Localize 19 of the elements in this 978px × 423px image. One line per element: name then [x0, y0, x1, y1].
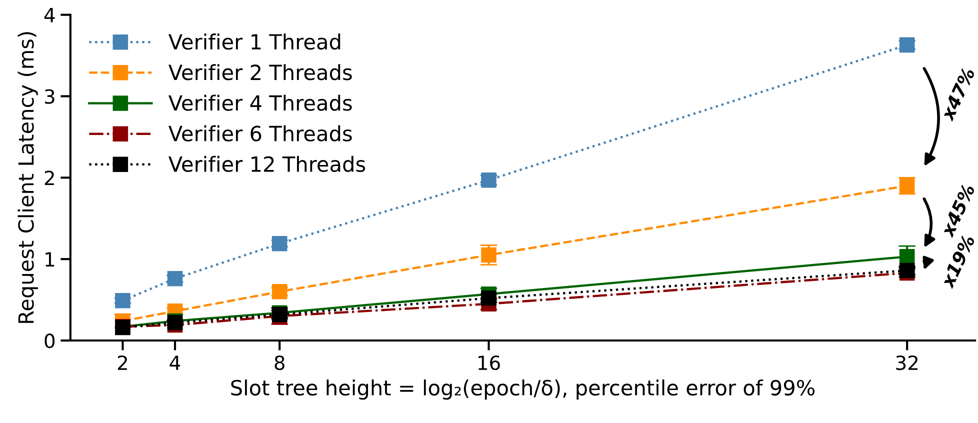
x-tick-label: 32 — [896, 355, 918, 370]
y-tick-label: 2 — [44, 170, 54, 186]
x-tick-label: 8 — [274, 355, 284, 370]
legend-label: Verifier 12 Threads — [168, 156, 366, 172]
annotation: x45% — [940, 183, 976, 238]
y-tick-label: 4 — [44, 8, 55, 22]
x-tick-label: 16 — [478, 355, 500, 370]
x-axis-title: Slot tree height = log₂(epoch/δ), percentile error of 99% — [231, 379, 815, 400]
y-tick-label: 0 — [44, 333, 55, 348]
legend-label: Verifier 6 Threads — [168, 125, 352, 142]
x-tick-label: 2 — [118, 355, 127, 370]
legend-label: Verifier 2 Threads — [168, 64, 352, 80]
x-tick-label: 4 — [170, 356, 180, 370]
annotation: x47% — [940, 66, 976, 122]
y-axis-title: Request Client Latency (ms) — [18, 32, 38, 323]
legend-label: Verifier 4 Threads — [168, 94, 352, 111]
y-tick-label: 3 — [44, 89, 54, 104]
legend-label: Verifier 1 Thread — [168, 34, 340, 50]
y-tick-label: 1 — [46, 252, 54, 266]
